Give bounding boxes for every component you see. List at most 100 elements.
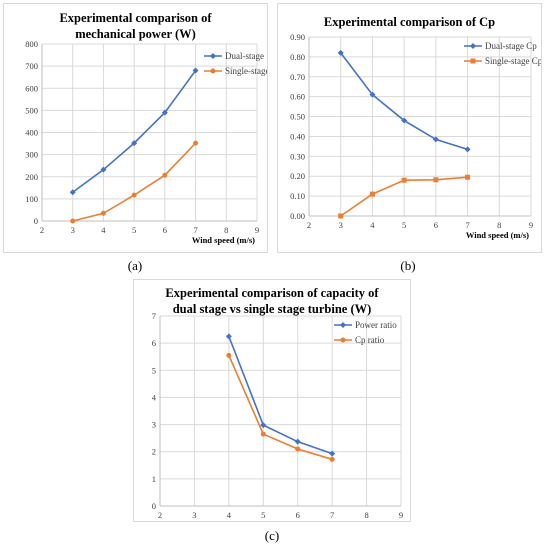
x-tick-label: 8 bbox=[224, 225, 228, 235]
data-point bbox=[161, 109, 168, 116]
y-tick-label: 0.30 bbox=[290, 151, 305, 161]
data-point bbox=[131, 140, 138, 147]
x-tick-label: 7 bbox=[465, 220, 469, 230]
data-point bbox=[131, 192, 137, 198]
x-tick-label: 6 bbox=[434, 220, 438, 230]
legend-label: Power ratio bbox=[355, 320, 397, 330]
data-point bbox=[260, 422, 267, 429]
data-point bbox=[225, 333, 232, 340]
data-point bbox=[401, 177, 407, 183]
data-point bbox=[338, 213, 344, 219]
chart-title: Experimental comparison of Cp bbox=[324, 15, 495, 29]
x-tick-label: 7 bbox=[193, 225, 197, 235]
x-tick-label: 4 bbox=[370, 220, 375, 230]
x-axis-label: Wind speed (m/s) bbox=[336, 520, 399, 521]
data-point bbox=[329, 450, 336, 457]
legend-marker bbox=[470, 58, 476, 64]
y-tick-label: 400 bbox=[25, 128, 38, 138]
x-tick-label: 9 bbox=[399, 510, 403, 520]
chart-panel-a: Experimental comparison of mechanical pow… bbox=[3, 3, 270, 253]
chart-a: Experimental comparison of mechanical pow… bbox=[25, 11, 269, 245]
y-tick-label: 0 bbox=[34, 216, 38, 226]
y-tick-label: 0.80 bbox=[290, 52, 305, 62]
y-tick-label: 600 bbox=[25, 83, 38, 93]
data-point bbox=[69, 189, 76, 196]
x-tick-label: 5 bbox=[132, 225, 136, 235]
data-point bbox=[401, 117, 408, 124]
x-axis-label: Wind speed (m/s) bbox=[192, 235, 255, 245]
y-tick-label: 2 bbox=[152, 447, 156, 457]
x-tick-label: 4 bbox=[227, 510, 232, 520]
chart-title: mechanical power (W) bbox=[75, 27, 196, 41]
x-tick-label: 2 bbox=[40, 225, 44, 235]
series-line-0 bbox=[228, 336, 333, 455]
legend-label: Single-stage Cp bbox=[485, 56, 541, 66]
chart-panel-b: Experimental comparison of Cp 0.00 0.10 0.2… bbox=[277, 3, 543, 253]
legend-marker bbox=[340, 337, 346, 343]
data-point bbox=[162, 172, 168, 178]
y-tick-label: 100 bbox=[25, 194, 38, 204]
legend-marker bbox=[210, 68, 216, 74]
x-tick-label: 6 bbox=[296, 510, 300, 520]
data-point bbox=[193, 140, 199, 146]
y-tick-label: 800 bbox=[25, 39, 38, 49]
chart-title: Experimental comparison of bbox=[59, 11, 212, 25]
data-point bbox=[100, 166, 107, 173]
y-tick-label: 0.10 bbox=[290, 191, 305, 201]
y-tick-label: 700 bbox=[25, 61, 38, 71]
data-point bbox=[260, 431, 266, 437]
x-tick-label: 4 bbox=[101, 225, 106, 235]
data-point bbox=[329, 456, 335, 462]
x-tick-label: 3 bbox=[192, 510, 196, 520]
legend-marker bbox=[210, 53, 216, 59]
y-tick-label: 0 bbox=[152, 501, 156, 511]
x-tick-label: 2 bbox=[307, 220, 311, 230]
y-tick-label: 5 bbox=[152, 365, 156, 375]
chart-title: Experimental comparison of capacity of bbox=[165, 286, 379, 300]
data-point bbox=[465, 174, 471, 180]
caption-a: (a) bbox=[127, 258, 143, 273]
data-point bbox=[433, 177, 439, 183]
y-tick-label: 0.70 bbox=[290, 72, 305, 82]
data-point bbox=[432, 136, 439, 143]
y-tick-label: 3 bbox=[152, 420, 156, 430]
x-tick-label: 3 bbox=[339, 220, 343, 230]
x-tick-label: 8 bbox=[497, 220, 501, 230]
x-tick-label: 5 bbox=[261, 510, 265, 520]
chart-panel-c: Experimental comparison of capacity of du… bbox=[133, 279, 411, 530]
x-tick-label: 7 bbox=[330, 510, 334, 520]
y-tick-label: 0.50 bbox=[290, 112, 305, 122]
data-point bbox=[337, 49, 344, 56]
y-tick-label: 6 bbox=[152, 338, 156, 348]
legend-label: Dual-stage Cp bbox=[485, 41, 537, 51]
y-tick-label: 4 bbox=[152, 392, 157, 402]
series-line-1 bbox=[228, 355, 333, 461]
y-tick-label: 7 bbox=[152, 311, 156, 321]
chart-title: dual stage vs single stage turbine (W) bbox=[173, 302, 372, 316]
x-tick-label: 3 bbox=[71, 225, 75, 235]
x-tick-label: 8 bbox=[364, 510, 368, 520]
y-tick-label: 0.00 bbox=[290, 211, 305, 221]
x-tick-label: 9 bbox=[529, 220, 533, 230]
y-tick-label: 300 bbox=[25, 150, 38, 160]
data-point bbox=[294, 438, 301, 445]
x-tick-label: 2 bbox=[158, 510, 162, 520]
legend-label: Cp ratio bbox=[355, 335, 385, 345]
data-point bbox=[100, 210, 106, 216]
x-axis-label: Wind speed (m/s) bbox=[466, 230, 529, 240]
y-tick-label: 0.40 bbox=[290, 131, 305, 141]
x-tick-label: 5 bbox=[402, 220, 406, 230]
legend-label: Single-stage bbox=[225, 66, 267, 76]
legend-label: Dual-stage bbox=[225, 51, 264, 61]
data-point bbox=[226, 352, 232, 358]
x-tick-label: 9 bbox=[255, 225, 259, 235]
y-tick-label: 0.20 bbox=[290, 171, 305, 181]
y-tick-label: 0.90 bbox=[290, 32, 305, 42]
legend-marker bbox=[470, 43, 476, 49]
chart-b: Experimental comparison of Cp 0.00 0.10 0.2… bbox=[290, 15, 543, 240]
data-point bbox=[70, 218, 76, 224]
y-tick-label: 1 bbox=[152, 474, 156, 484]
y-tick-label: 200 bbox=[25, 172, 38, 182]
y-tick-label: 500 bbox=[25, 105, 38, 115]
data-point bbox=[192, 67, 199, 74]
